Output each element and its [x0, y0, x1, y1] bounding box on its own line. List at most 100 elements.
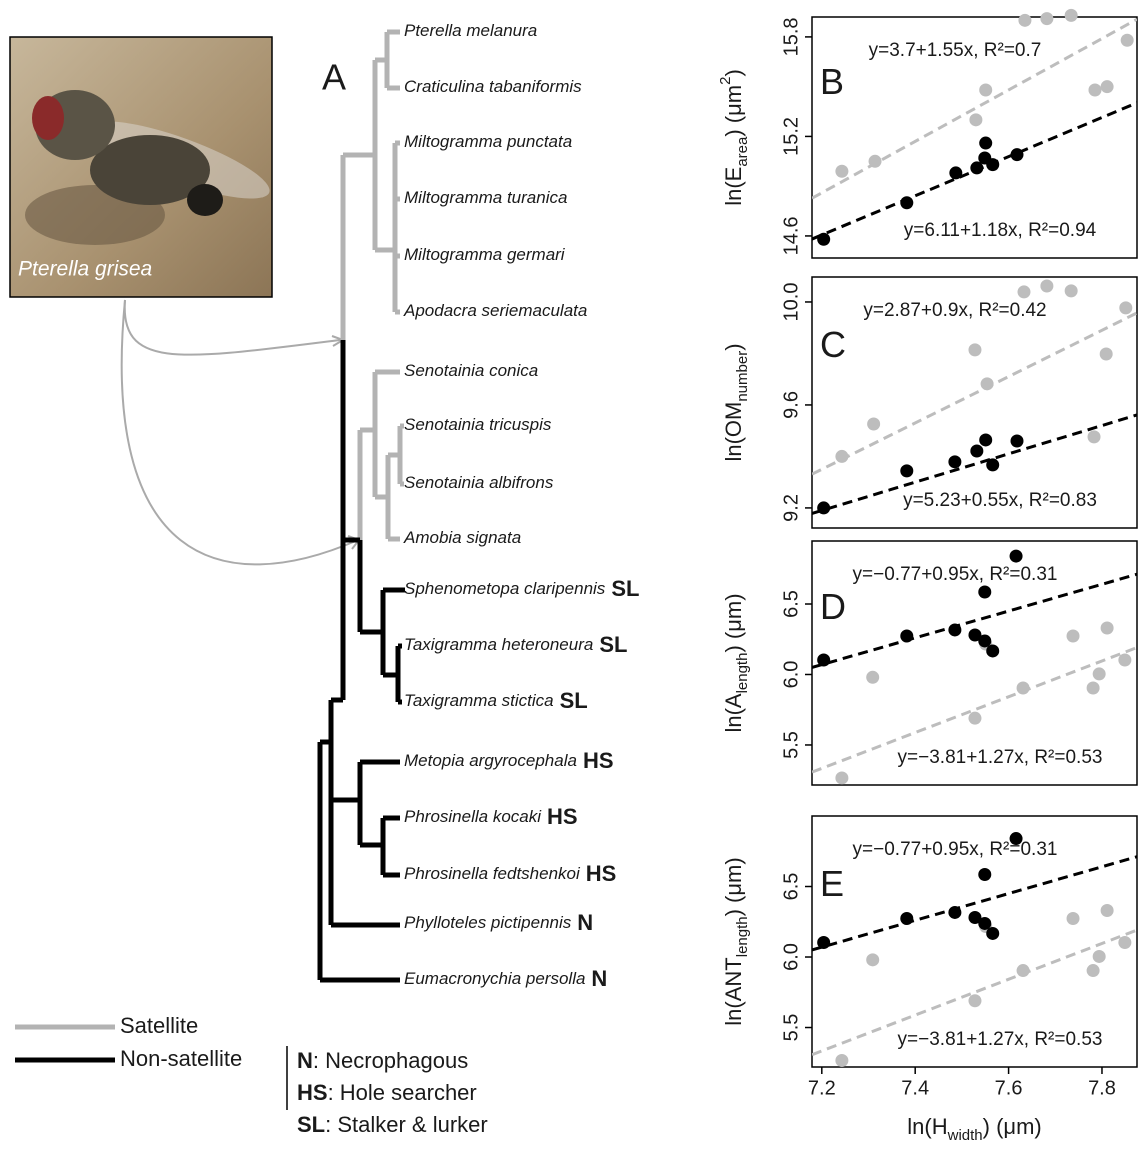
taxon-label: Eumacronychia persollaN — [404, 966, 607, 991]
point — [968, 994, 981, 1007]
point — [968, 343, 981, 356]
point — [1100, 347, 1113, 360]
point — [969, 113, 982, 126]
fit-label: y=−0.77+0.95x, R²=0.31 — [853, 564, 1058, 585]
y-tick-label: 14.6 — [780, 216, 802, 255]
point — [1010, 550, 1023, 563]
taxon-label: Senotainia conica — [404, 361, 538, 380]
legend-code: SL: Stalker & lurker — [297, 1112, 488, 1137]
point — [866, 953, 879, 966]
arrow — [125, 300, 340, 355]
y-tick-label: 5.5 — [780, 1014, 802, 1042]
figure: Pterella grisea A Pterella melanuraCrati… — [0, 0, 1145, 1149]
point — [979, 433, 992, 446]
point — [1018, 14, 1031, 27]
taxon-label: Phylloteles pictipennisN — [404, 910, 593, 935]
point — [1065, 9, 1078, 22]
point — [817, 936, 830, 949]
point — [1101, 80, 1114, 93]
taxon-label: Senotainia tricuspis — [404, 415, 552, 434]
point — [835, 771, 848, 784]
point — [900, 630, 913, 643]
y-axis-label: ln(Alength) (μm) — [721, 593, 752, 732]
point — [1088, 83, 1101, 96]
y-axis-label: ln(Earea) (μm2) — [717, 69, 751, 206]
y-tick-label: 15.2 — [780, 117, 802, 156]
point — [1087, 964, 1100, 977]
point — [986, 927, 999, 940]
point — [835, 165, 848, 178]
taxon-label: Senotainia albifrons — [404, 473, 554, 492]
taxon-label: Craticulina tabaniformis — [404, 77, 582, 96]
point — [986, 458, 999, 471]
y-tick-label: 10.0 — [780, 283, 802, 322]
point — [817, 501, 830, 514]
point — [986, 158, 999, 171]
point — [1040, 12, 1053, 25]
panel-label: E — [820, 863, 844, 904]
taxon-label: Amobia signata — [403, 528, 521, 547]
x-axis-label: ln(Hwidth) (μm) — [907, 1114, 1041, 1145]
arrow — [122, 300, 358, 564]
point — [948, 623, 961, 636]
taxon-label: Metopia argyrocephalaHS — [404, 748, 614, 773]
point — [1010, 832, 1023, 845]
point — [1119, 301, 1132, 314]
point — [1067, 912, 1080, 925]
y-tick-label: 6.0 — [780, 943, 802, 971]
point — [1067, 630, 1080, 643]
point — [986, 644, 999, 657]
panel-label: B — [820, 61, 844, 102]
point — [1010, 434, 1023, 447]
point — [1017, 682, 1030, 695]
tree — [320, 32, 405, 980]
point — [979, 83, 992, 96]
point — [866, 671, 879, 684]
fit-label: y=3.7+1.55x, R²=0.7 — [869, 40, 1042, 61]
panel-label: D — [820, 586, 846, 627]
point — [835, 450, 848, 463]
taxon-label: Miltogramma turanica — [404, 188, 567, 207]
point — [1010, 148, 1023, 161]
fit-label: y=−0.77+0.95x, R²=0.31 — [853, 839, 1058, 860]
point — [1118, 936, 1131, 949]
point — [835, 1054, 848, 1067]
point — [1093, 950, 1106, 963]
point — [978, 586, 991, 599]
point — [1065, 284, 1078, 297]
point — [948, 906, 961, 919]
point — [817, 653, 830, 666]
y-axis-label: ln(ANTlength) (μm) — [721, 857, 752, 1025]
y-tick-label: 6.5 — [780, 590, 802, 618]
point — [978, 868, 991, 881]
y-tick-label: 9.6 — [780, 391, 802, 419]
legend-code: N: Necrophagous — [297, 1048, 468, 1073]
x-tick-label: 7.4 — [901, 1077, 929, 1099]
point — [1101, 904, 1114, 917]
legend-code: HS: Hole searcher — [297, 1080, 477, 1105]
x-tick-label: 7.2 — [808, 1077, 836, 1099]
panel-label: A — [322, 57, 346, 98]
taxon-label: Miltogramma punctata — [404, 132, 572, 151]
taxon-label: Taxigramma sticticaSL — [404, 688, 588, 713]
point — [970, 445, 983, 458]
point — [949, 166, 962, 179]
y-tick-label: 6.0 — [780, 661, 802, 689]
fit-label: y=−3.81+1.27x, R²=0.53 — [898, 1029, 1103, 1050]
point — [869, 155, 882, 168]
point — [900, 912, 913, 925]
y-tick-label: 15.8 — [780, 17, 802, 56]
fit-label: y=5.23+0.55x, R²=0.83 — [903, 490, 1097, 511]
point — [1101, 621, 1114, 634]
point — [1017, 285, 1030, 298]
point — [1118, 653, 1131, 666]
point — [1040, 280, 1053, 293]
point — [948, 455, 961, 468]
fit-label: y=6.11+1.18x, R²=0.94 — [904, 220, 1097, 241]
point — [900, 196, 913, 209]
y-axis-label: ln(OMnumber) — [721, 343, 752, 461]
point — [1087, 682, 1100, 695]
